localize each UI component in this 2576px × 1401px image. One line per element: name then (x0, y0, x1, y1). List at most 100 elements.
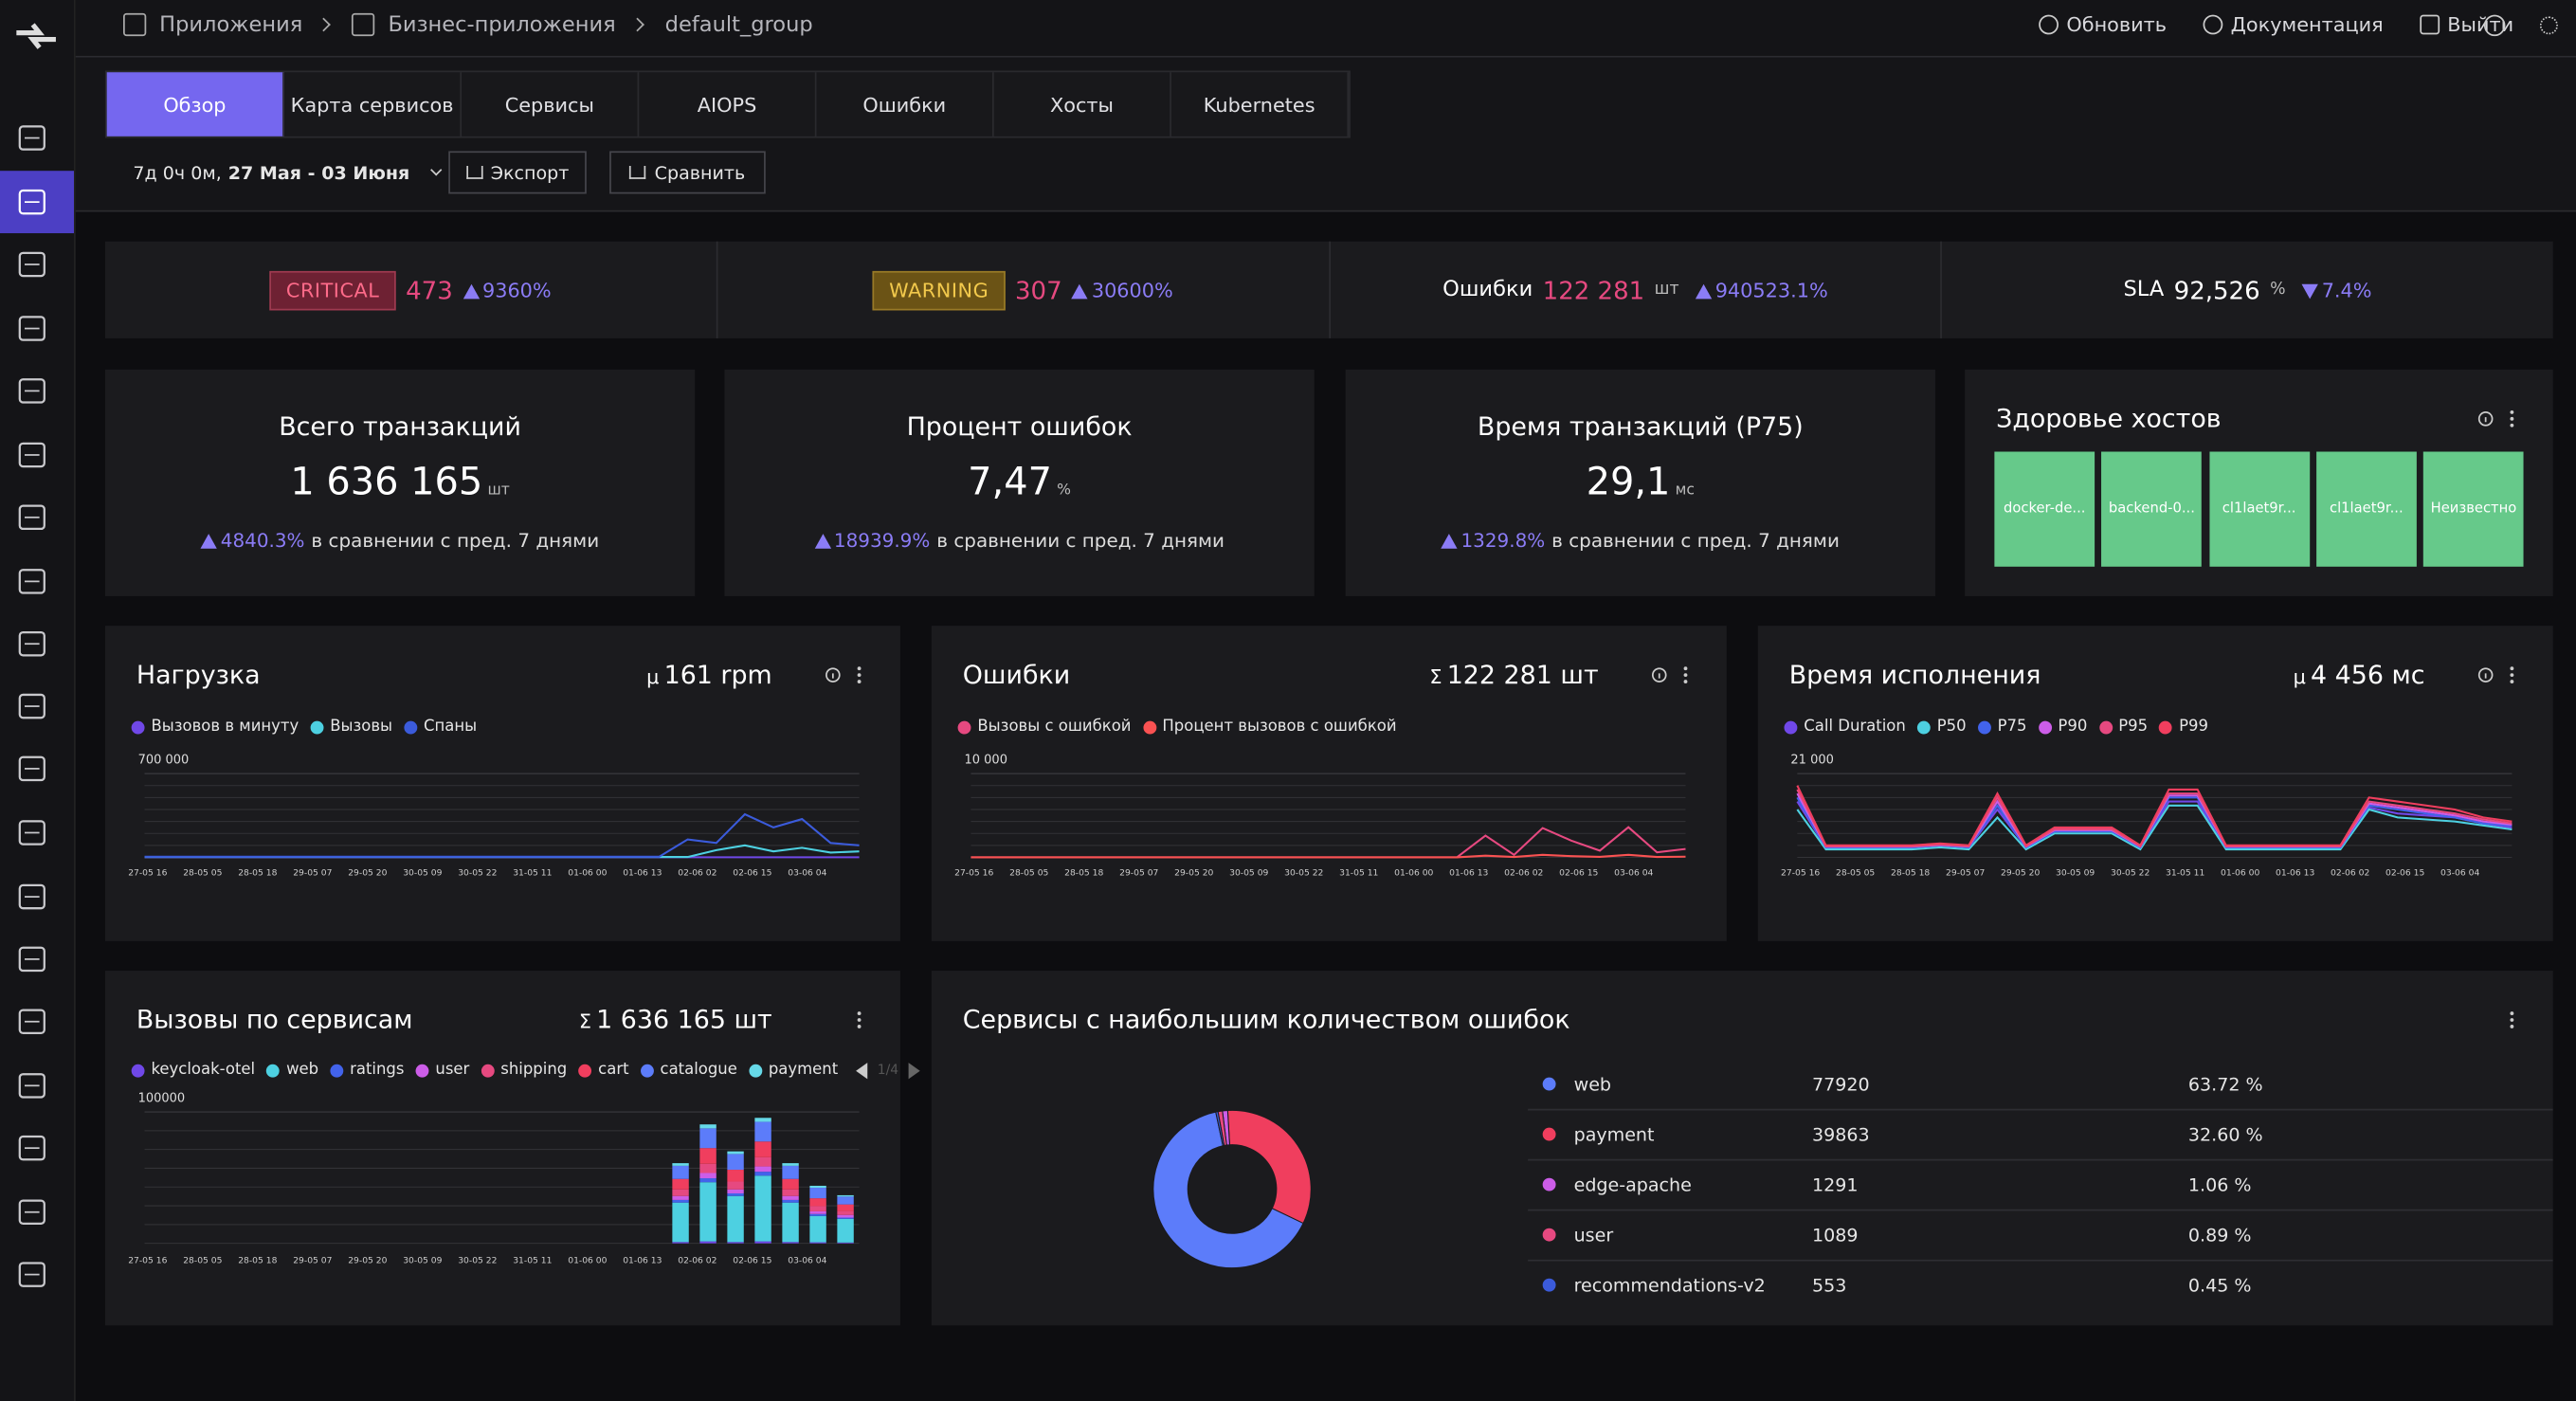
legend-swatch (310, 719, 324, 734)
legend-item[interactable]: catalogue (640, 1061, 737, 1079)
button-label[interactable]: Сравнить (654, 161, 746, 184)
breadcrumb[interactable]: Бизнес-приложения (388, 11, 616, 37)
legend-swatch (1784, 719, 1798, 734)
top-action[interactable]: Обновить (2038, 12, 2168, 37)
tab[interactable]: Ошибки (817, 72, 994, 136)
bar-segment (809, 1242, 826, 1244)
bar-segment (699, 1182, 717, 1242)
tab[interactable]: Обзор (106, 72, 284, 136)
legend-item[interactable]: Процент вызовов с ошибкой (1142, 718, 1397, 736)
tab[interactable]: Хосты (994, 72, 1171, 136)
kpi-note: в сравнении с пред. 7 днями (311, 528, 600, 553)
menu-icon-dot (857, 1018, 862, 1022)
legend-item[interactable]: P95 (2098, 718, 2148, 736)
status-unit: % (2270, 281, 2286, 300)
legend-item[interactable]: web (266, 1061, 318, 1079)
kpi-title: Процент ошибок (906, 411, 1133, 443)
topbar: Приложения Бизнес-приложения default_group… (75, 0, 2576, 58)
legend-pager[interactable]: 1/4 (856, 1062, 920, 1079)
x-tick-label: 02-06 15 (733, 1255, 771, 1265)
action-label[interactable]: Обновить (2066, 12, 2168, 37)
legend-item[interactable]: ratings (330, 1061, 404, 1079)
kpi-title: Всего транзакций (279, 411, 521, 443)
donut-panel: Сервисы с наибольшим количеством ошибок w… (931, 971, 2553, 1326)
chart-panel: Время исполнения μ 4 456 мс Call Duration P5… (1757, 626, 2553, 941)
tab[interactable]: Сервисы (462, 72, 640, 136)
x-tick-label: 27-05 16 (954, 868, 993, 879)
legend-item[interactable]: user (415, 1061, 469, 1079)
pager-prev[interactable] (856, 1062, 868, 1079)
top-action[interactable]: Документация (2203, 12, 2384, 37)
x-tick-label: 28-05 18 (238, 1255, 277, 1265)
x-tick-label: 01-06 13 (1449, 868, 1488, 879)
series-line (144, 844, 860, 859)
series-line (971, 853, 1686, 859)
bar-segment (672, 1195, 689, 1200)
info-icon (2477, 411, 2494, 427)
theme-icon[interactable] (2539, 16, 2558, 35)
status-change-value: 940523.1% (1714, 278, 1828, 301)
host-tile[interactable]: backend-0... (2101, 451, 2203, 567)
panel-summary: μ 161 rpm (646, 661, 772, 690)
menu-icon-dot (2510, 410, 2514, 414)
menu-icon-dot (2510, 680, 2514, 683)
bar-segment (727, 1154, 744, 1171)
row-swatch (1542, 1228, 1556, 1242)
pager-next[interactable] (908, 1062, 920, 1079)
kpi-unit: % (1057, 482, 1072, 500)
row-name: web (1574, 1075, 1611, 1096)
legend-label: Call Duration (1804, 718, 1906, 737)
period-select[interactable]: 7д 0ч 0м, 27 Мая - 03 Июня (133, 151, 444, 193)
tab[interactable]: AIOPS (639, 72, 817, 136)
status-change-value: 7.4% (2321, 278, 2372, 301)
button-label[interactable]: Экспорт (490, 161, 570, 184)
legend-item[interactable]: payment (749, 1061, 838, 1079)
legend-item[interactable]: cart (578, 1061, 629, 1079)
bar-segment (699, 1173, 717, 1179)
status-cell: CRITICAL 473 9360% (105, 242, 716, 338)
x-tick-label: 29-05 20 (1174, 868, 1213, 879)
x-tick-label: 02-06 15 (1559, 868, 1598, 879)
x-tick-label: 28-05 05 (1836, 868, 1875, 879)
trend-arrow (463, 282, 480, 299)
status-change-value: 30600% (1091, 278, 1173, 301)
sidebar (0, 0, 76, 1401)
nav-icons (16, 23, 56, 1287)
legend-item[interactable]: P90 (2038, 718, 2087, 736)
legend-swatch (330, 1063, 344, 1077)
series-line (144, 812, 860, 858)
status-strip: CRITICAL 473 9360% WARNING 307 30600% Ошибки 12… (104, 241, 2553, 338)
host-tile[interactable]: cl1laet9r... (2315, 451, 2417, 567)
legend-item[interactable]: P75 (1977, 718, 2026, 736)
legend-item[interactable]: P50 (1916, 718, 1967, 736)
tab[interactable]: Карта сервисов (284, 72, 463, 136)
kpi-change-row: 1329.8% в сравнении с пред. 7 днями (1346, 529, 1935, 552)
donut-chart: web 77920 63.72 % payment 39863 32.60 % edge-a… (1152, 1075, 2553, 1297)
legend-item[interactable]: Вызовы (310, 718, 392, 736)
bar-segment (754, 1175, 771, 1242)
legend-item[interactable]: Call Duration (1784, 718, 1906, 737)
bar-segment (809, 1198, 826, 1207)
legend-item[interactable]: Вызовы с ошибкой (957, 718, 1131, 736)
menu-icon-dot (857, 673, 862, 678)
legend-item[interactable]: Спаны (404, 718, 477, 736)
host-tile[interactable]: cl1laet9r... (2208, 451, 2310, 567)
legend-item[interactable]: keycloak-otel (131, 1061, 255, 1079)
bar-segment (809, 1206, 826, 1211)
legend-item[interactable]: Вызовов в минуту (131, 718, 299, 736)
legend-item[interactable]: shipping (481, 1061, 567, 1079)
nav-icon (18, 125, 45, 151)
host-tile[interactable]: Неизвестно (2423, 451, 2524, 567)
globe-icon[interactable] (2483, 14, 2506, 37)
breadcrumb[interactable]: Приложения (159, 11, 303, 37)
bar-segment (699, 1128, 717, 1149)
info-icon (825, 667, 841, 682)
action-label[interactable]: Документация (2230, 12, 2384, 37)
menu-icon-dot (2510, 416, 2514, 421)
filter-button[interactable]: Сравнить (609, 151, 766, 194)
filter-button[interactable]: Экспорт (448, 151, 587, 194)
legend-swatch (131, 719, 145, 734)
tab[interactable]: Kubernetes (1171, 72, 1350, 136)
legend-item[interactable]: P99 (2159, 718, 2208, 736)
host-tile[interactable]: docker-de... (1994, 451, 2095, 567)
